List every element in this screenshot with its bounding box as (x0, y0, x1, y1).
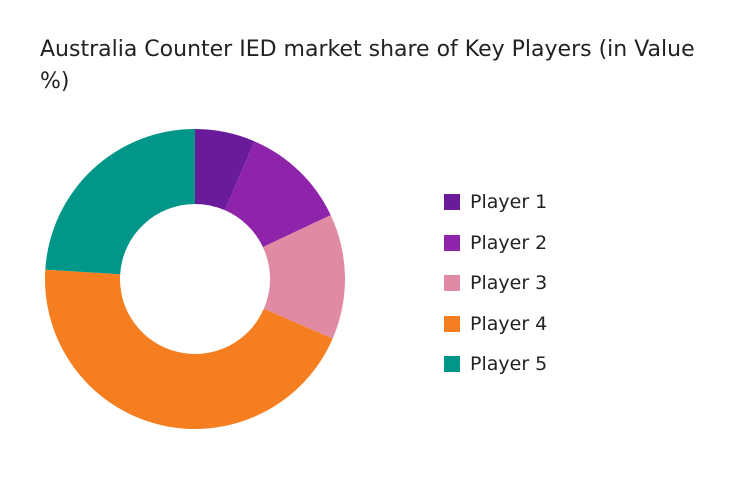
legend-label-player-2: Player 2 (470, 231, 548, 254)
legend-swatch-player-2 (444, 234, 460, 251)
legend-swatch-player-3 (444, 275, 460, 292)
legend-label-player-3: Player 3 (470, 272, 548, 295)
legend-label-player-4: Player 4 (470, 312, 548, 335)
legend-label-player-5: Player 5 (470, 353, 548, 376)
chart-title: Australia Counter IED market share of Ke… (40, 37, 695, 94)
slice-player-4 (44, 269, 333, 430)
legend-item-player-4: Player 4 (444, 304, 704, 345)
legend-item-player-3: Player 3 (444, 263, 704, 304)
legend-swatch-player-4 (444, 315, 460, 332)
legend-item-player-5: Player 5 (444, 344, 704, 385)
legend-item-player-2: Player 2 (444, 223, 704, 264)
slice-player-3 (262, 215, 346, 339)
legend-swatch-player-1 (444, 194, 460, 211)
slice-player-2 (224, 141, 331, 248)
legend-label-player-1: Player 1 (470, 191, 548, 214)
legend-item-player-1: Player 1 (444, 182, 704, 223)
legend: Player 1 Player 2 Player 3 Player 4 Player 5 (444, 182, 704, 385)
slice-player-5 (45, 129, 195, 275)
legend-swatch-player-5 (444, 356, 460, 373)
slice-player-1 (195, 129, 255, 211)
